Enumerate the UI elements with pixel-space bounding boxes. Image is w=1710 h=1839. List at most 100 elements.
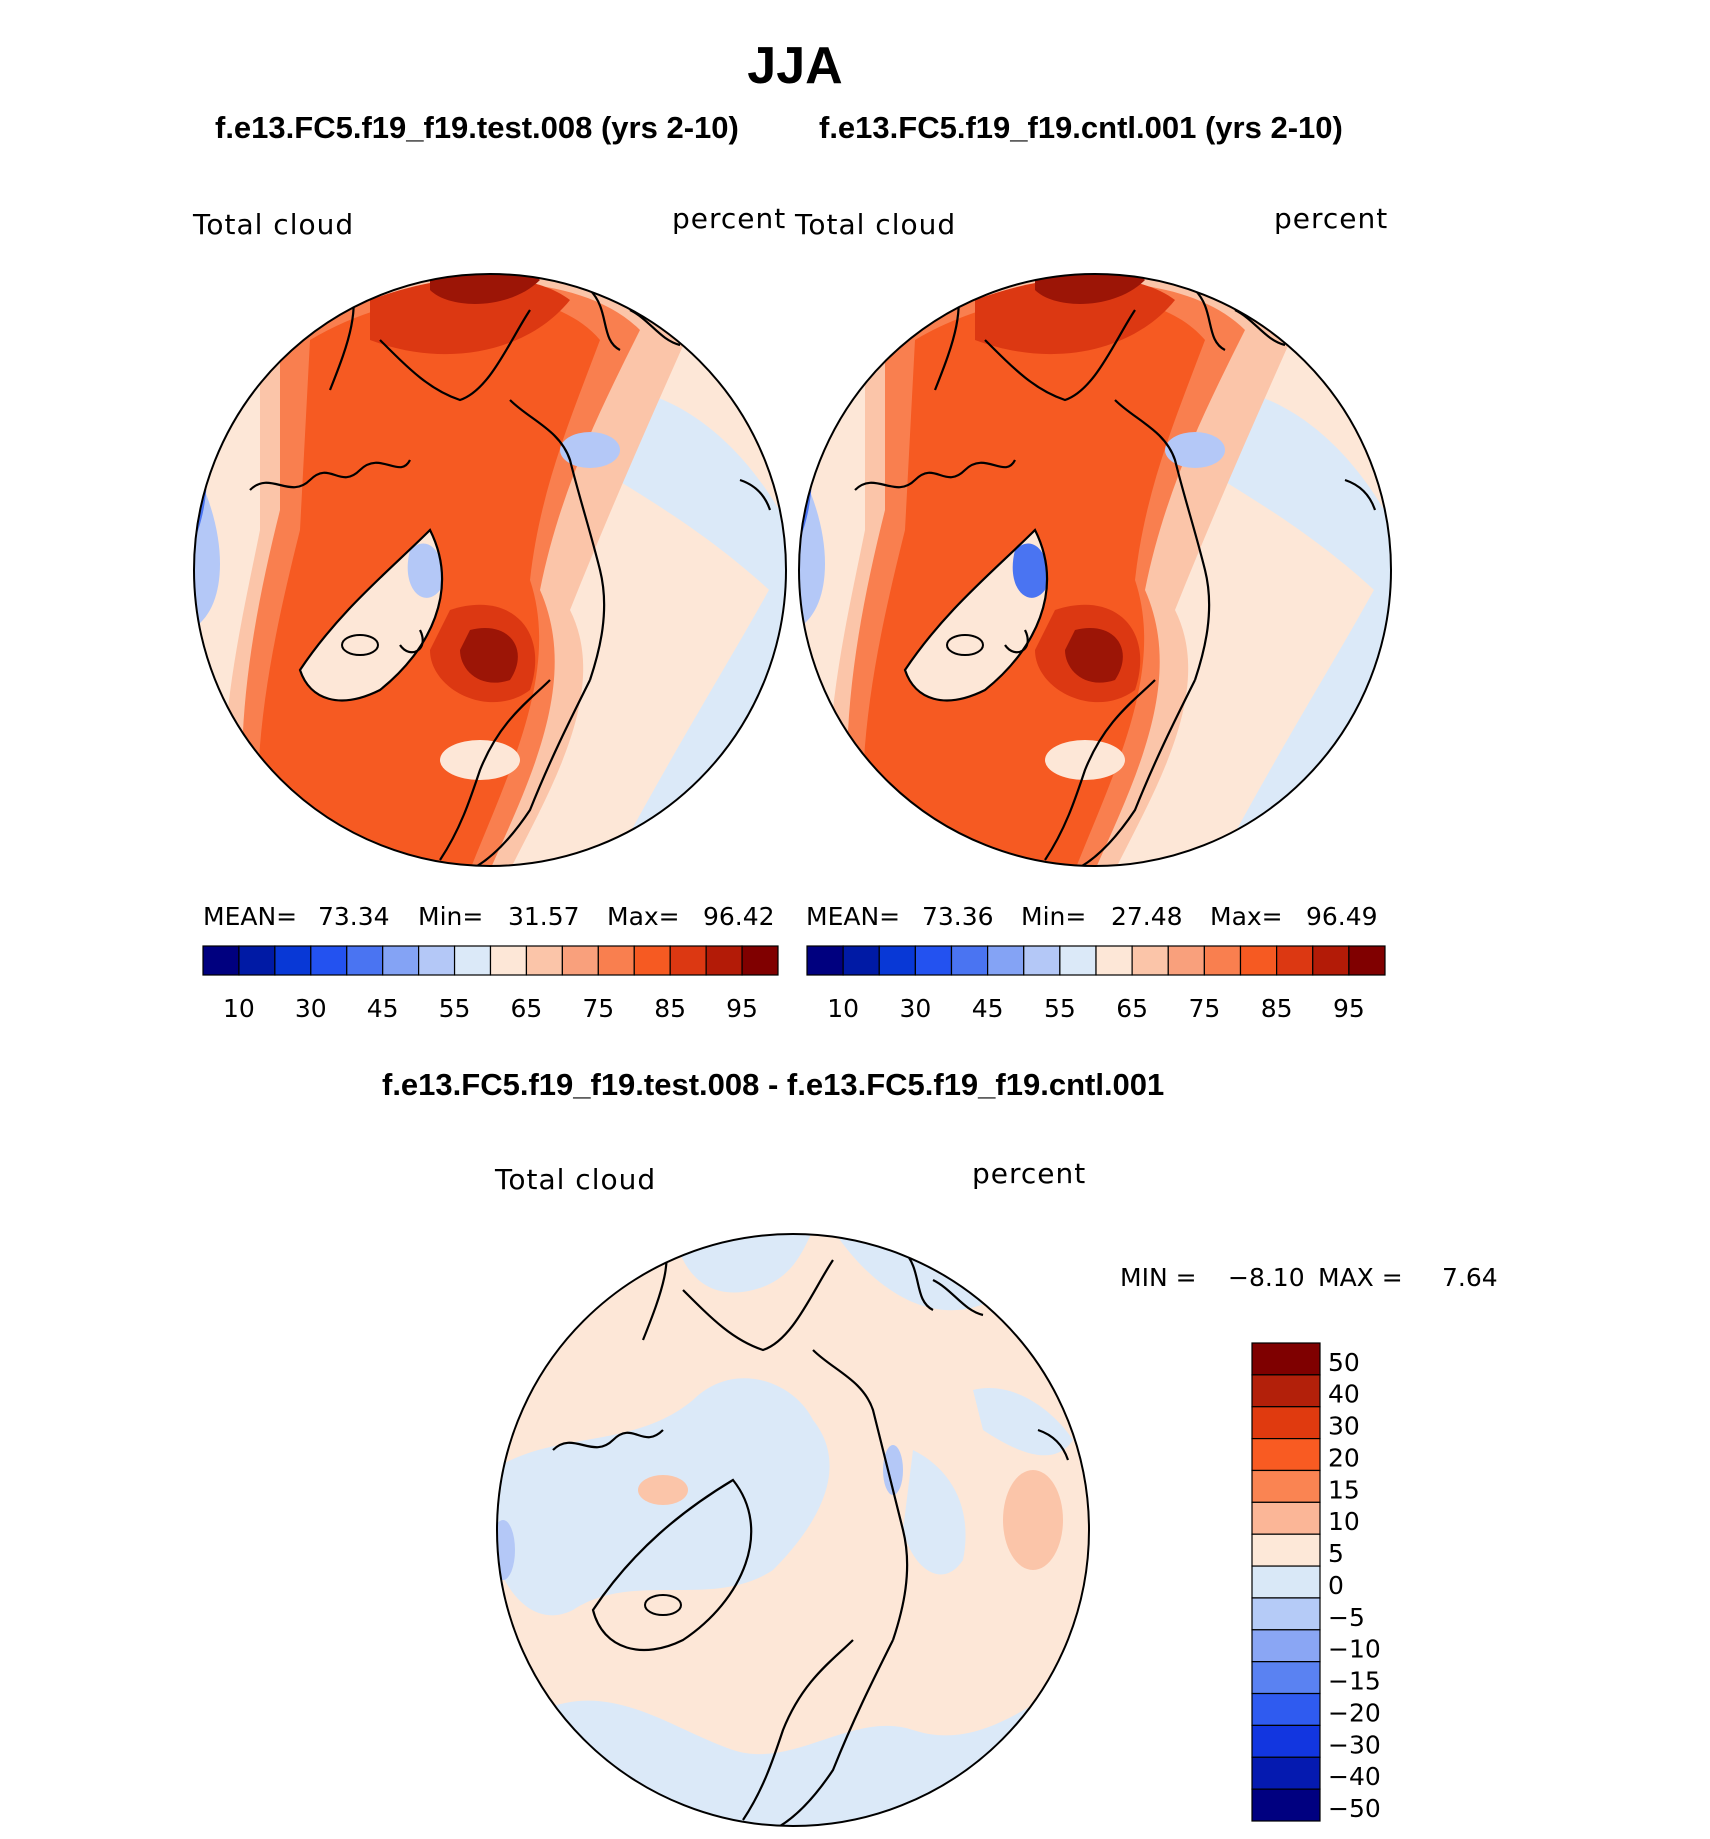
diff-colorbar-box	[1251, 1756, 1321, 1790]
diff-colorbar-tick-label: −5	[1328, 1603, 1365, 1632]
right-colorbar-box	[878, 945, 916, 976]
right-colorbar-box	[1312, 945, 1350, 976]
diff-colorbar-tick-label: 20	[1328, 1443, 1360, 1472]
diff-colorbar-tick-label: 10	[1328, 1507, 1360, 1536]
left-max-label: Max=	[607, 902, 680, 931]
left-colorbar-tick-label: 75	[582, 994, 614, 1023]
left-mean-value: 73.34	[318, 902, 390, 931]
diff-colorbar-tick-label: −10	[1328, 1635, 1381, 1664]
left-colorbar-box	[525, 945, 563, 976]
diff-colorbar-box	[1251, 1661, 1321, 1695]
right-colorbar-box	[1203, 945, 1242, 976]
left-colorbar-box	[274, 945, 312, 976]
left-max-value: 96.42	[703, 902, 775, 931]
left-colorbar-box	[453, 945, 492, 976]
right-max-value: 96.49	[1306, 902, 1378, 931]
diff-max-label: MAX =	[1318, 1263, 1403, 1292]
diff-panel-title: f.e13.FC5.f19_f19.test.008 - f.e13.FC5.f…	[382, 1067, 1165, 1102]
right-colorbar-tick-label: 95	[1333, 994, 1365, 1023]
left-colorbar-box	[382, 945, 420, 976]
left-colorbar-box	[418, 945, 456, 976]
right-colorbar-box	[950, 945, 989, 976]
right-colorbar-tick-label: 75	[1188, 994, 1220, 1023]
right-colorbar-box	[914, 945, 953, 976]
diff-colorbar-tick-label: −50	[1328, 1794, 1381, 1823]
right-colorbar-tick-label: 85	[1261, 994, 1293, 1023]
diff-colorbar-tick-label: −20	[1328, 1698, 1381, 1727]
diff-colorbar-box	[1251, 1437, 1321, 1472]
left-colorbar-tick-label: 65	[511, 994, 543, 1023]
right-colorbar-box	[1131, 945, 1169, 976]
diff-max-value: 7.64	[1442, 1263, 1498, 1292]
left-colorbar-box	[310, 945, 348, 976]
diff-map-border	[496, 1233, 1090, 1827]
left-colorbar-box	[561, 945, 599, 976]
left-colorbar-box	[705, 945, 743, 976]
left-colorbar-box	[489, 945, 528, 976]
left-colorbar-tick-label: 10	[223, 994, 255, 1023]
right-min-value: 27.48	[1111, 902, 1183, 931]
diff-colorbar-box	[1251, 1565, 1321, 1599]
left-colorbar-tick-label: 55	[439, 994, 471, 1023]
left-colorbar: 10 30 45 55 65 75 85 95	[202, 945, 779, 1023]
left-colorbar-tick-label: 85	[654, 994, 686, 1023]
right-colorbar-box	[1023, 945, 1061, 976]
diff-colorbar-box	[1251, 1469, 1321, 1503]
left-colorbar-tick-label: 95	[726, 994, 758, 1023]
diff-min-label: MIN =	[1120, 1263, 1197, 1292]
left-colorbar-box	[346, 945, 384, 976]
left-min-label: Min=	[418, 902, 484, 931]
diff-colorbar-box	[1251, 1597, 1321, 1631]
diff-colorbar-box	[1251, 1788, 1321, 1822]
left-colorbar-box	[741, 945, 779, 976]
right-map-border	[798, 273, 1392, 867]
right-colorbar-box	[1348, 945, 1386, 976]
right-colorbar-box	[1276, 945, 1314, 976]
diff-min-value: −8.10	[1228, 1263, 1305, 1292]
left-colorbar-box	[597, 945, 635, 976]
diff-colorbar-tick-label: 5	[1328, 1539, 1344, 1568]
diff-colorbar-box	[1251, 1533, 1321, 1567]
left-colorbar-tick-label: 45	[367, 994, 399, 1023]
right-variable-label: Total cloud	[795, 208, 957, 241]
diff-colorbar-box	[1251, 1724, 1321, 1758]
right-colorbar-box	[1059, 945, 1097, 976]
right-min-label: Min=	[1021, 902, 1087, 931]
right-colorbar-box	[842, 945, 880, 976]
left-map-border	[193, 273, 787, 867]
right-colorbar-box	[1167, 945, 1205, 976]
left-colorbar-tick-label: 30	[295, 994, 327, 1023]
diff-colorbar-tick-label: 50	[1328, 1348, 1360, 1377]
left-colorbar-box	[238, 945, 276, 976]
diff-colorbar-box	[1251, 1692, 1321, 1726]
page-title: JJA	[747, 37, 843, 95]
right-colorbar-tick-label: 65	[1116, 994, 1148, 1023]
diff-colorbar-tick-label: 15	[1328, 1475, 1360, 1504]
diff-colorbar-box	[1251, 1629, 1321, 1663]
left-variable-label: Total cloud	[193, 208, 355, 241]
right-colorbar-tick-label: 10	[827, 994, 859, 1023]
diff-colorbar-box	[1251, 1342, 1321, 1376]
diff-colorbar-box	[1251, 1406, 1321, 1440]
left-units-label: percent	[672, 202, 787, 235]
right-colorbar-box	[1095, 945, 1133, 976]
right-colorbar-box	[1239, 945, 1278, 976]
right-panel-title: f.e13.FC5.f19_f19.cntl.001 (yrs 2-10)	[819, 110, 1343, 145]
diff-variable-label: Total cloud	[495, 1163, 657, 1196]
right-units-label: percent	[1274, 202, 1389, 235]
diff-colorbar-box	[1251, 1374, 1321, 1408]
right-colorbar-tick-label: 55	[1044, 994, 1076, 1023]
right-colorbar-box	[987, 945, 1025, 976]
diff-colorbar-tick-label: −15	[1328, 1667, 1381, 1696]
right-colorbar: 10 30 45 55 65 75 85 95	[806, 945, 1386, 1023]
right-mean-value: 73.36	[922, 902, 994, 931]
left-mean-label: MEAN=	[203, 902, 298, 931]
right-colorbar-tick-label: 45	[972, 994, 1004, 1023]
left-colorbar-box	[633, 945, 671, 976]
left-panel-title: f.e13.FC5.f19_f19.test.008 (yrs 2-10)	[215, 110, 739, 145]
diff-colorbar-tick-label: 0	[1328, 1571, 1344, 1600]
right-max-label: Max=	[1210, 902, 1283, 931]
left-colorbar-box	[669, 945, 707, 976]
